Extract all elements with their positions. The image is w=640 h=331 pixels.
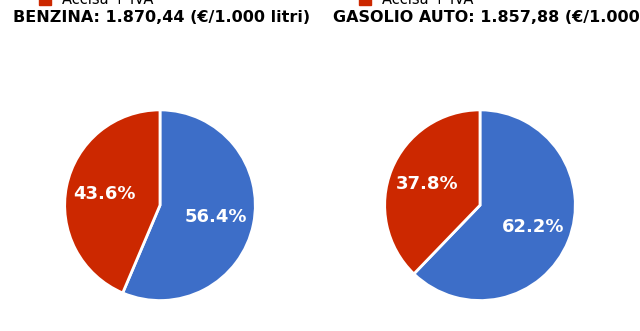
Text: 62.2%: 62.2% xyxy=(502,217,564,236)
Text: 37.8%: 37.8% xyxy=(396,175,458,193)
Wedge shape xyxy=(123,110,255,301)
Wedge shape xyxy=(385,110,480,274)
Legend: Prezzo industriale, Accisa + IVA: Prezzo industriale, Accisa + IVA xyxy=(36,0,195,10)
Text: 56.4%: 56.4% xyxy=(185,208,247,226)
Wedge shape xyxy=(65,110,160,293)
Text: 43.6%: 43.6% xyxy=(73,185,135,203)
Text: GASOLIO AUTO: 1.857,88 (€/1.000 litri): GASOLIO AUTO: 1.857,88 (€/1.000 litri) xyxy=(333,10,640,25)
Legend: Prezzo industriale, Accisa + IVA: Prezzo industriale, Accisa + IVA xyxy=(356,0,515,10)
Wedge shape xyxy=(414,110,575,301)
Text: BENZINA: 1.870,44 (€/1.000 litri): BENZINA: 1.870,44 (€/1.000 litri) xyxy=(13,10,310,25)
